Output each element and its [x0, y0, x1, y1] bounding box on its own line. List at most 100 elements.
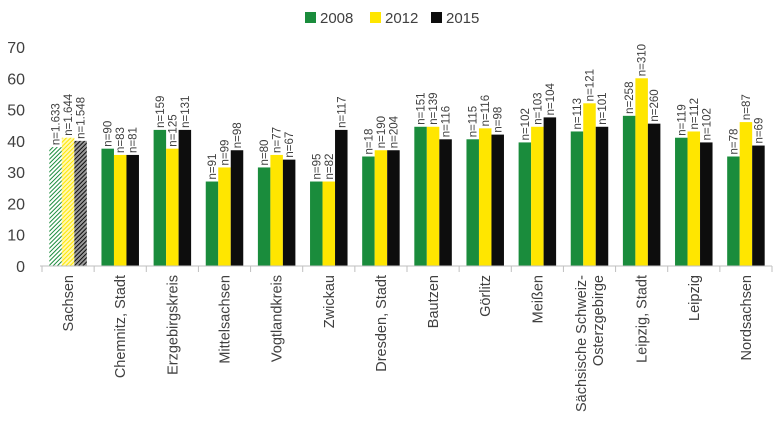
n-label: n=258 [624, 82, 636, 114]
bar-2008 [466, 139, 479, 266]
n-label: n=78 [728, 129, 740, 155]
n-label: n=119 [676, 104, 688, 135]
bar-2012 [478, 128, 492, 266]
x-category-label: Vogtlandkreis [270, 275, 286, 362]
legend-label-2012: 2012 [385, 10, 418, 27]
bar-2012 [322, 181, 336, 266]
n-label: n=310 [637, 44, 649, 76]
n-label: n=82 [324, 154, 336, 180]
bar-2015 [178, 129, 192, 266]
bar-2008 [310, 181, 323, 266]
bar-2012 [61, 137, 75, 266]
n-label: n=67 [284, 132, 296, 158]
n-label: n=115 [468, 106, 480, 137]
n-label: n=91 [207, 154, 219, 180]
bar-2008 [101, 148, 114, 266]
legend-swatch-2012 [370, 12, 381, 23]
n-label: n=98 [493, 107, 505, 133]
bar-2008 [727, 156, 740, 266]
n-label: n=83 [115, 127, 127, 153]
bar-2015 [543, 117, 557, 267]
n-label: n=116 [480, 95, 492, 126]
bar-2015 [491, 134, 504, 266]
x-category-label: Görlitz [478, 275, 494, 317]
bar-2012 [531, 126, 544, 267]
n-label: n=99 [220, 140, 232, 166]
bar-2015 [752, 145, 765, 266]
y-tick-label: 20 [7, 196, 25, 213]
n-label: n=125 [167, 114, 179, 146]
bar-2015 [126, 154, 139, 266]
y-tick-label: 10 [7, 228, 25, 245]
n-label: n=1.633 [51, 103, 63, 145]
n-label: n=81 [128, 127, 140, 153]
x-category-label: Sachsen [61, 275, 77, 331]
n-label: n=112 [689, 98, 701, 129]
bar-2012 [687, 131, 701, 266]
n-label: n=101 [597, 92, 609, 124]
n-label: n=159 [155, 96, 167, 128]
bar-2008 [675, 137, 688, 266]
y-tick-label: 30 [7, 165, 25, 182]
bar-2012 [113, 154, 127, 266]
bar-2012 [426, 126, 440, 267]
x-category-label: Dresden, Stadt [374, 275, 390, 372]
legend-swatch-2015 [431, 12, 442, 23]
y-tick-label: 40 [7, 134, 25, 151]
bar-2015 [282, 159, 296, 266]
bar-2008 [205, 181, 219, 266]
bars-group [49, 78, 765, 267]
n-label: n=204 [388, 115, 400, 148]
y-tick-label: 60 [7, 71, 25, 88]
n-label: n=121 [585, 69, 597, 101]
n-label: n=95 [311, 154, 323, 180]
bar-2015 [387, 150, 400, 266]
n-label: n=102 [520, 108, 532, 140]
legend-label-2015: 2015 [446, 10, 479, 27]
n-labels-group: n=1.633 n=1.644 n=1.548 n=90 n=83 n=81n=159n=… [51, 44, 766, 180]
n-label: n=103 [532, 92, 544, 124]
x-category-label: Erzgebirgskreis [165, 275, 181, 375]
bar-2015 [230, 150, 244, 266]
bar-2015 [700, 142, 713, 266]
bar-2008 [257, 167, 271, 266]
legend-swatch-2008 [305, 12, 316, 23]
bar-2015 [647, 123, 661, 267]
y-tick-label: 70 [7, 40, 25, 57]
n-label: n=1.644 [63, 93, 75, 135]
bar-2015 [595, 126, 609, 267]
n-label: n=104 [545, 82, 557, 115]
x-category-label: Bautzen [426, 275, 442, 328]
n-label: n=1.548 [76, 97, 88, 139]
n-label: n=190 [376, 116, 388, 148]
n-label: n=139 [428, 92, 440, 124]
x-axis: Sachsen Chemnitz, Stadt Erzgebirgskreis Mit… [40, 265, 773, 412]
x-category-label: Osterzgebirge [591, 275, 607, 366]
n-label: n=18 [363, 129, 375, 155]
n-label: n=102 [701, 108, 713, 140]
bar-2008 [414, 126, 427, 267]
bar-2012 [583, 103, 596, 266]
bar-2015 [74, 140, 87, 266]
n-label: n=98 [232, 122, 244, 148]
x-category-label: Leipzig [687, 275, 703, 321]
x-category-label: Mittelsachsen [218, 275, 234, 364]
bar-2015 [439, 139, 452, 266]
n-label: n=87 [741, 94, 753, 120]
bar-2012 [270, 154, 283, 266]
n-label: n=90 [103, 121, 115, 147]
x-category-label: Zwickau [322, 275, 338, 328]
n-label: n=69 [753, 118, 765, 144]
bar-2012 [374, 150, 388, 266]
n-label: n=260 [649, 89, 661, 121]
n-label: n=116 [441, 106, 453, 137]
bar-2015 [335, 129, 348, 266]
x-category-label: Sächsische Schweiz- [574, 275, 590, 412]
bar-2012 [739, 122, 753, 266]
y-axis: 0 10 20 30 40 50 60 70 [7, 40, 25, 276]
legend: 2008 2012 2015 [305, 10, 479, 27]
bar-2012 [635, 78, 648, 267]
y-tick-label: 0 [16, 259, 25, 276]
